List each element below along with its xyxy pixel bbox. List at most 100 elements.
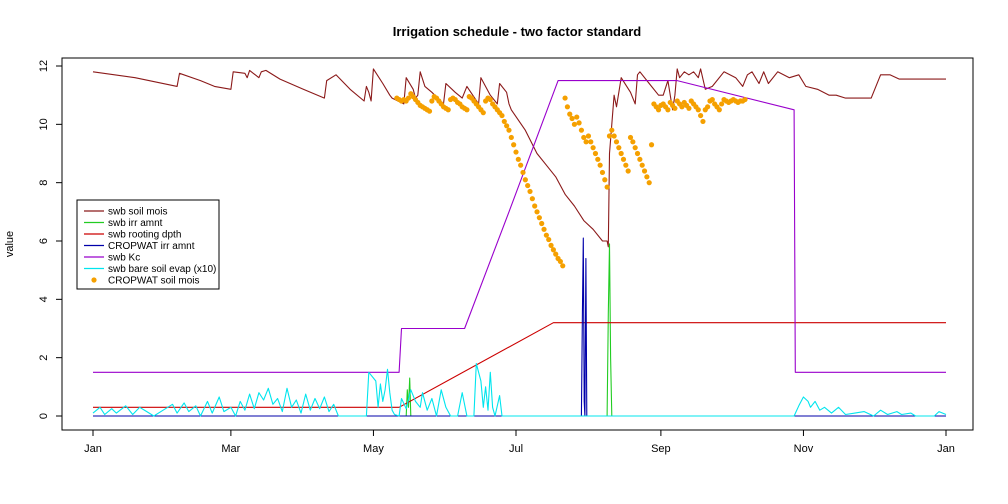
data-point [546, 236, 552, 243]
legend-label: swb Kc [108, 253, 140, 264]
data-point [644, 174, 650, 180]
data-point [705, 104, 711, 110]
data-point [501, 118, 507, 125]
data-point [620, 156, 627, 162]
data-point [632, 145, 638, 151]
data-point [487, 96, 493, 103]
data-point [639, 162, 645, 168]
data-point [543, 232, 549, 238]
y-tick-label: 8 [38, 180, 50, 186]
series-line-swb-soil-mois [92, 68, 946, 248]
legend-label: swb irr amnt [108, 218, 163, 229]
data-point [672, 105, 678, 111]
data-point [426, 108, 433, 114]
data-point [445, 107, 451, 113]
y-tick-label: 4 [38, 296, 50, 302]
y-axis-title: value [4, 231, 16, 257]
data-point [583, 139, 589, 145]
data-point [630, 139, 636, 145]
data-point [611, 133, 617, 139]
legend-label: CROPWAT irr amnt [108, 241, 195, 252]
data-point [550, 247, 556, 253]
x-tick-label: Jul [509, 443, 523, 455]
data-point [623, 162, 629, 168]
data-point [527, 188, 533, 195]
data-point [604, 184, 610, 190]
legend-marker [91, 277, 97, 283]
data-point [595, 156, 601, 162]
series-line-cropwat-irr-amnt [93, 237, 946, 417]
legend-label: swb bare soil evap (x10) [108, 264, 216, 275]
chart-title: Irrigation schedule - two factor standar… [393, 24, 642, 39]
series-line-swb-kc [93, 80, 946, 373]
series-line-swb-bare-soil-evap-x10 [92, 362, 947, 417]
data-point [597, 162, 603, 168]
data-point [599, 169, 606, 176]
x-tick-label: Jan [937, 443, 955, 455]
data-point [585, 133, 592, 139]
data-point [569, 115, 575, 122]
x-tick-label: Mar [221, 443, 240, 455]
y-tick-label: 10 [38, 118, 50, 130]
data-point [576, 120, 582, 126]
data-point [716, 107, 722, 113]
data-point [686, 105, 692, 111]
data-point [513, 149, 519, 155]
data-point [625, 168, 631, 174]
series-group [92, 68, 947, 417]
data-point [719, 101, 725, 107]
data-point [564, 104, 571, 110]
axes: Jan Mar May Jul Sep Nov Jan 0 2 4 6 8 10 12 [38, 60, 955, 455]
data-point [405, 95, 412, 101]
data-point [518, 162, 524, 168]
data-point [553, 251, 559, 257]
data-point [557, 258, 563, 265]
y-tick-label: 0 [38, 413, 50, 419]
legend-label: swb rooting dpth [108, 230, 181, 241]
data-point [700, 118, 706, 125]
data-point [627, 134, 634, 141]
series-line-swb-irr-amnt [93, 243, 946, 417]
data-point [646, 180, 652, 186]
y-tick-label: 12 [38, 60, 50, 72]
data-point [567, 111, 573, 117]
data-point [655, 107, 662, 113]
data-point [522, 177, 528, 183]
data-point [504, 123, 510, 129]
data-point [532, 203, 538, 209]
data-point [613, 139, 620, 145]
data-point [648, 142, 655, 148]
data-point [480, 110, 486, 116]
data-point [536, 215, 542, 221]
data-point [508, 134, 514, 141]
data-point [520, 169, 526, 176]
data-point [698, 112, 704, 119]
data-point [534, 209, 540, 215]
legend-box [76, 199, 220, 290]
data-point [665, 107, 671, 113]
data-point [709, 96, 715, 103]
data-point [464, 107, 470, 113]
data-point [562, 95, 568, 101]
x-tick-label: Jan [84, 443, 102, 455]
x-tick-label: May [363, 443, 384, 455]
data-point [590, 145, 596, 151]
series-line-swb-rooting-dpth [93, 322, 946, 408]
data-point [592, 150, 599, 157]
data-point [637, 156, 643, 162]
data-point [616, 145, 622, 151]
data-point [429, 98, 435, 104]
data-point [742, 96, 748, 103]
data-point [506, 127, 512, 133]
legend-label: CROPWAT soil mois [108, 276, 200, 287]
data-point [641, 168, 648, 174]
x-tick-label: Nov [794, 443, 814, 455]
data-point [578, 127, 585, 133]
data-point [618, 150, 624, 157]
series-cropwat-soil-mois [394, 91, 748, 269]
data-point [581, 134, 587, 141]
data-point [560, 263, 566, 269]
data-point [571, 121, 578, 127]
